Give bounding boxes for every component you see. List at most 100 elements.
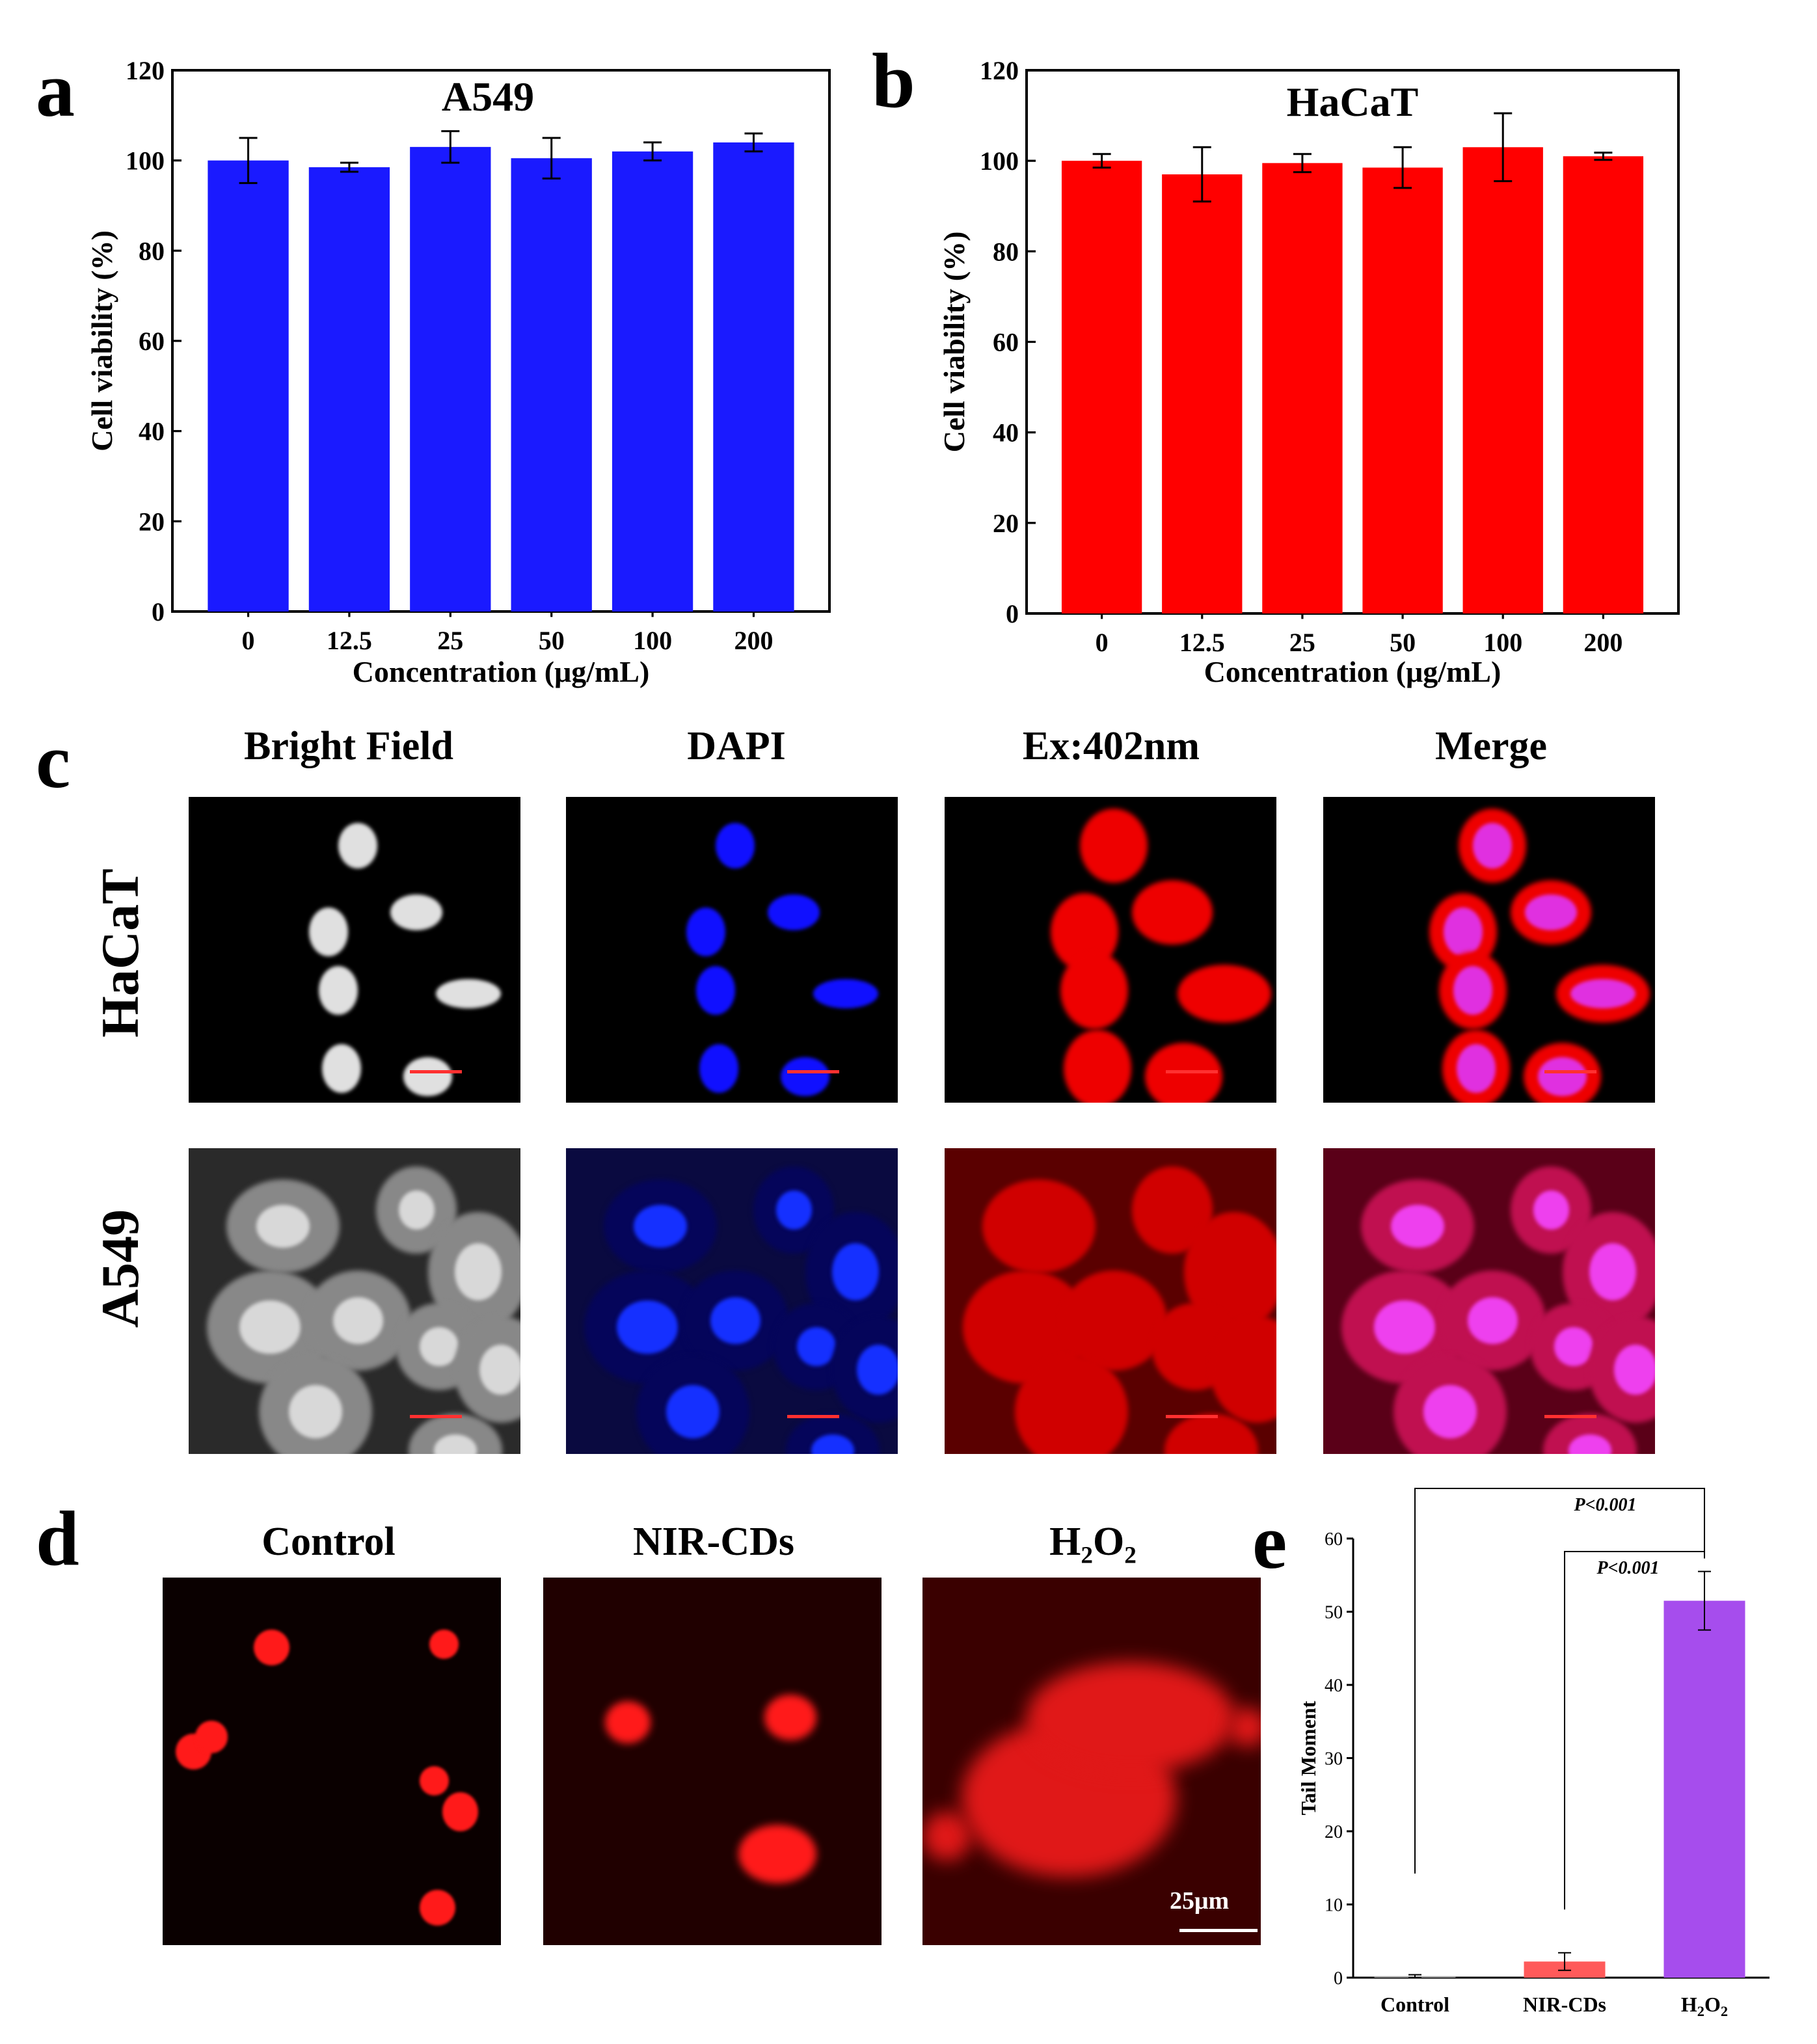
cell-nucleus: [239, 1300, 301, 1354]
comet-image-nir-cds: [543, 1578, 882, 1945]
scale-bar: [787, 1070, 839, 1073]
comet-scale-bar-label: 25μm: [1170, 1887, 1230, 1915]
chart-title: A549: [442, 74, 534, 120]
comet-nucleus: [738, 1825, 816, 1883]
bar-25: [410, 146, 491, 612]
comet-nucleus: [429, 1630, 459, 1659]
cell-nucleus: [699, 1044, 738, 1093]
cell-nucleus: [1589, 1243, 1636, 1300]
comet-scale-bar: [1179, 1929, 1258, 1932]
y-tick-label: 120: [980, 56, 1019, 85]
comet-nucleus: [420, 1766, 449, 1795]
x-axis-label: Concentration (μg/mL): [353, 655, 650, 688]
x-tick-label-25: 25: [437, 626, 463, 655]
comet-image-control: [163, 1578, 501, 1945]
cell-body: [1132, 880, 1213, 945]
x-tick-label-200: 200: [1583, 628, 1622, 657]
cell-nucleus: [1570, 979, 1635, 1008]
x-tick-label-0: 0: [1096, 628, 1109, 657]
y-tick-label: 60: [993, 328, 1019, 357]
comet-nucleus: [442, 1792, 478, 1831]
micrograph-a549-bright-field: [189, 1148, 520, 1454]
bar-25: [1262, 163, 1343, 614]
y-axis-label: Cell viability (%): [937, 232, 971, 453]
x-tick-label-12.5: 12.5: [327, 626, 372, 655]
chart-e-tail-moment: 0 10 20 30 40 50 60 Control NIR-CDs H2O2 Tail Mome…: [1297, 1488, 1770, 2019]
comet-title-h2o2: H₂O₂: [1049, 1520, 1137, 1564]
cell-nucleus: [419, 1326, 459, 1367]
y-tick-label: 10: [1325, 1896, 1343, 1916]
x-tick-label-Control: Control: [1380, 1993, 1449, 2016]
x-tick-label-50: 50: [539, 626, 565, 655]
cell-nucleus: [479, 1344, 520, 1395]
cell-nucleus: [768, 894, 820, 930]
y-tick-label: 30: [1325, 1749, 1343, 1769]
x-tick-label-200: 200: [734, 626, 773, 655]
y-tick-label: 60: [139, 327, 165, 356]
y-tick-label: 0: [152, 597, 165, 626]
cell-body: [1015, 1355, 1128, 1454]
cell-nucleus: [403, 1057, 452, 1096]
comet-title-control: Control: [262, 1520, 396, 1564]
cell-nucleus: [1614, 1344, 1655, 1395]
panel-label-e: e: [1252, 1498, 1287, 1585]
comet-nucleus: [254, 1630, 289, 1665]
cell-nucleus: [857, 1344, 898, 1395]
cell-nucleus: [398, 1190, 435, 1230]
micrograph-hacat-bright-field: [189, 797, 520, 1103]
row-label-a549: A549: [90, 1209, 150, 1328]
significance-label-2: P<0.001: [1596, 1558, 1659, 1578]
y-tick-label: 20: [1325, 1822, 1343, 1842]
bar-12.5: [1162, 174, 1243, 614]
cell-body: [1060, 1271, 1167, 1371]
bar-200: [1563, 156, 1644, 614]
panel-label-d: d: [36, 1495, 79, 1581]
bar-50: [511, 158, 592, 612]
bar-100: [1462, 147, 1543, 613]
scale-bar: [1166, 1415, 1218, 1418]
x-tick-label-50: 50: [1390, 628, 1416, 657]
cell-nucleus: [1453, 966, 1492, 1015]
scale-bar: [1544, 1070, 1596, 1073]
comet-title-nir-cds: NIR-CDs: [633, 1520, 794, 1564]
cell-nucleus: [633, 1205, 688, 1248]
cell-nucleus: [796, 1326, 837, 1367]
cell-nucleus: [256, 1205, 310, 1248]
bar-0: [208, 160, 289, 612]
cell-nucleus: [781, 1057, 829, 1096]
micrograph-hacat-merge: [1323, 797, 1655, 1103]
y-tick-label: 0: [1006, 599, 1019, 628]
chart-b-hacat-viability: 0 20 40 60 80 100 120 0 12.5 25 50 100 200 HaCaT Conce…: [937, 56, 1680, 688]
cell-nucleus: [1533, 1190, 1569, 1230]
scale-bar: [787, 1415, 839, 1418]
chart-title: HaCaT: [1287, 79, 1419, 125]
significance-bracket-2: [1564, 1551, 1704, 1910]
cell-nucleus: [617, 1300, 678, 1354]
comet-nucleus: [1027, 1662, 1235, 1773]
cell-nucleus: [1467, 1297, 1518, 1344]
y-tick-label: 20: [993, 509, 1019, 538]
x-tick-label-12.5: 12.5: [1179, 628, 1225, 657]
y-tick-label: 100: [126, 146, 165, 176]
cell-nucleus: [288, 1384, 343, 1439]
comet-nucleus: [1228, 1708, 1261, 1747]
bar-200: [713, 142, 794, 612]
cell-nucleus: [309, 908, 348, 956]
cell-nucleus: [813, 979, 878, 1008]
y-axis-label: Cell viability (%): [85, 230, 118, 451]
comet-nucleus: [605, 1701, 651, 1743]
bar-H2O2: [1663, 1600, 1745, 1978]
bar-12.5: [308, 167, 390, 612]
micrograph-a549-merge: [1323, 1148, 1655, 1454]
comet-nucleus: [764, 1695, 816, 1740]
cell-body: [1178, 965, 1271, 1023]
cell-nucleus: [832, 1243, 879, 1300]
cell-nucleus: [1374, 1300, 1435, 1354]
comet-nucleus: [420, 1890, 455, 1926]
y-tick-label: 100: [980, 146, 1019, 176]
y-tick-label: 40: [139, 417, 165, 446]
cell-nucleus: [322, 1044, 361, 1093]
col-title-merge: Merge: [1434, 724, 1548, 768]
cell-body: [982, 1179, 1096, 1273]
scale-bar: [410, 1415, 462, 1418]
